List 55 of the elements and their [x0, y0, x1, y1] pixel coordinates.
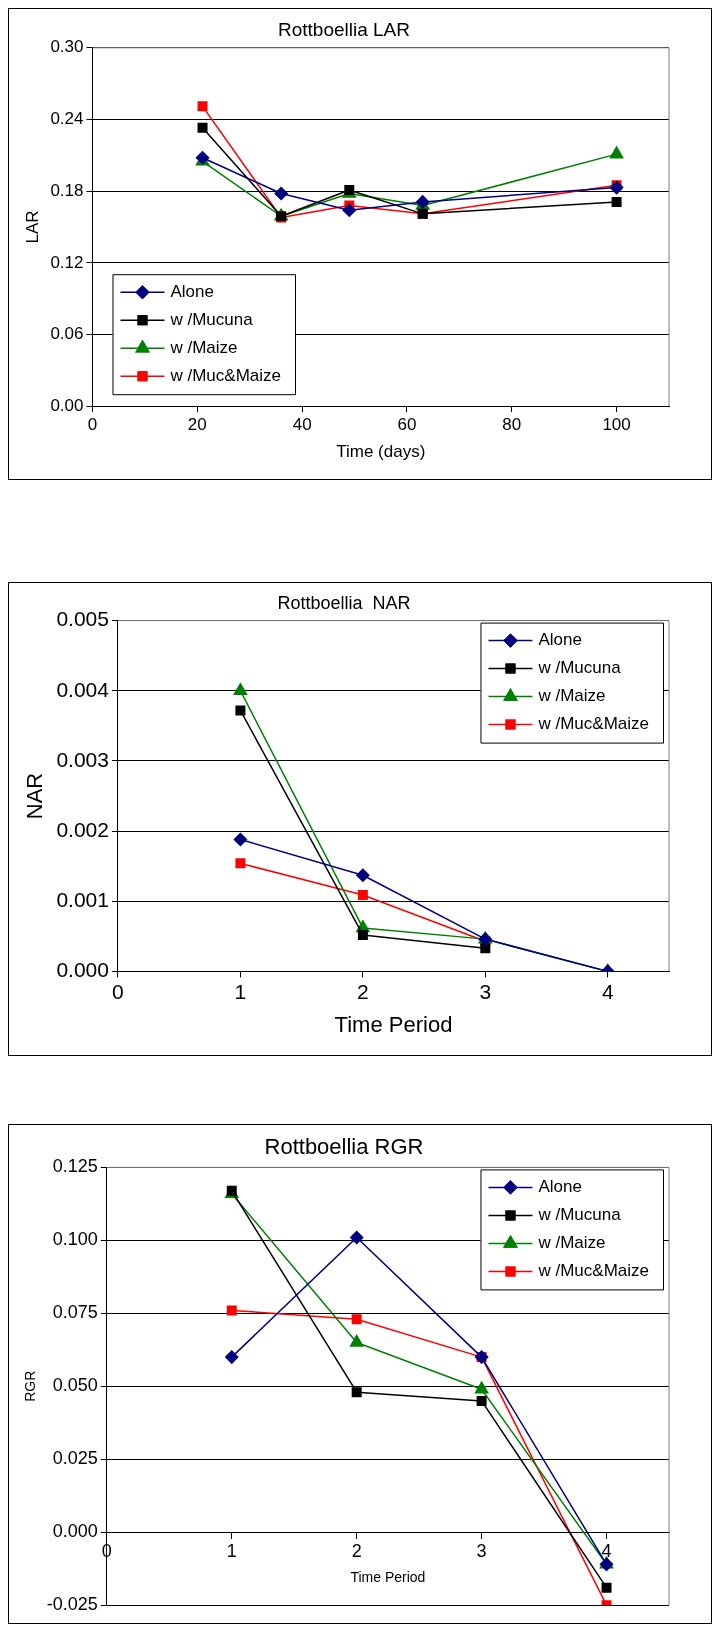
- y-tick-label: 0.18: [50, 180, 84, 200]
- legend-label: w /Maize: [537, 1233, 606, 1253]
- x-tick-label: 1: [226, 1541, 237, 1561]
- y-tick-label: 0.075: [52, 1302, 98, 1323]
- y-axis-title: NAR: [22, 772, 48, 820]
- chart-title: Rottboellia RGR: [264, 1134, 424, 1160]
- y-axis-title: RGR: [22, 1370, 39, 1402]
- x-tick-label: 60: [397, 415, 417, 435]
- legend-label: w /Mucuna: [537, 1205, 622, 1225]
- y-tick-label: 0.001: [56, 888, 109, 912]
- y-tick-label: 0.003: [56, 747, 109, 771]
- x-tick-label: 0: [87, 415, 98, 435]
- y-tick-label: 0.002: [56, 817, 109, 841]
- x-tick-label: 100: [602, 415, 631, 435]
- chart-title: Rottboellia NAR: [277, 592, 411, 613]
- y-tick-label: 0.125: [52, 1156, 98, 1177]
- y-tick-label: 0.00: [50, 395, 84, 415]
- x-tick-label: 80: [502, 415, 522, 435]
- x-tick-label: 3: [476, 1541, 487, 1561]
- x-tick-label: 4: [601, 1541, 612, 1561]
- y-tick-label: 0.004: [56, 677, 110, 701]
- y-tick-label: 0.000: [52, 1521, 98, 1542]
- x-tick-label: 1: [234, 979, 247, 1003]
- x-tick-label: 2: [351, 1541, 362, 1561]
- legend-label: Alone: [170, 281, 214, 301]
- x-axis-title: Time Period: [350, 1569, 426, 1586]
- y-tick-label: 0.000: [56, 958, 109, 982]
- x-tick-label: 2: [357, 979, 369, 1003]
- legend-label: Alone: [538, 1177, 582, 1197]
- legend-label: w /Muc&Maize: [537, 1261, 650, 1281]
- y-tick-label: 0.025: [52, 1448, 98, 1469]
- legend-label: w /Maize: [169, 337, 238, 357]
- legend-label: w /Muc&Maize: [169, 365, 282, 385]
- y-tick-label: 0.100: [52, 1229, 98, 1250]
- x-tick-label: 40: [292, 415, 312, 435]
- y-tick-label: 0.050: [52, 1375, 98, 1396]
- legend-label: w /Muc&Maize: [537, 714, 650, 734]
- legend-label: w /Maize: [537, 686, 606, 706]
- y-tick-label: 0.12: [50, 252, 84, 272]
- y-tick-label: 0.005: [56, 607, 109, 631]
- x-tick-label: 0: [112, 979, 124, 1003]
- y-tick-label: 0.30: [50, 37, 84, 57]
- chart-title: Rottboellia LAR: [277, 18, 411, 40]
- y-tick-label: 0.06: [50, 324, 84, 344]
- legend-label: Alone: [538, 630, 582, 650]
- x-tick-label: 20: [187, 415, 207, 435]
- y-tick-label: 0.24: [50, 109, 84, 129]
- y-tick-label: -0.025: [46, 1594, 98, 1615]
- legend-label: w /Mucuna: [537, 658, 622, 678]
- x-axis-title: Time (days): [336, 442, 426, 462]
- legend-label: w /Mucuna: [169, 309, 254, 329]
- x-axis-title: Time Period: [334, 1011, 453, 1037]
- x-tick-label: 4: [601, 979, 614, 1003]
- x-tick-label: 3: [479, 979, 492, 1003]
- y-axis-title: LAR: [22, 210, 42, 244]
